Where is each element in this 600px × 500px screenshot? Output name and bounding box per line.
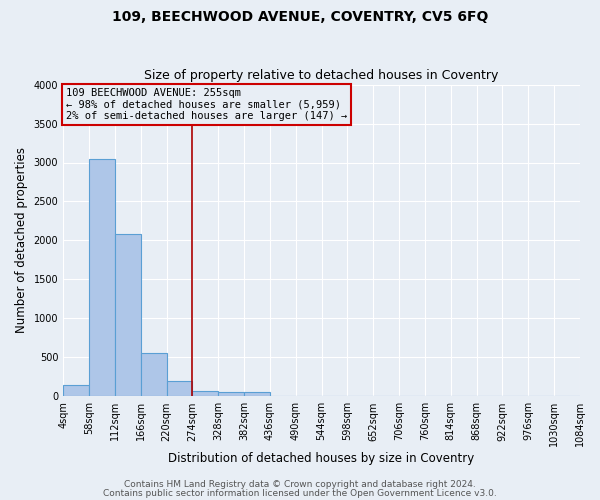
Bar	[63, 384, 89, 396]
Bar	[167, 380, 193, 396]
Text: Contains public sector information licensed under the Open Government Licence v3: Contains public sector information licen…	[103, 488, 497, 498]
Bar	[218, 392, 244, 396]
Bar	[115, 234, 140, 396]
X-axis label: Distribution of detached houses by size in Coventry: Distribution of detached houses by size …	[169, 452, 475, 465]
Text: Contains HM Land Registry data © Crown copyright and database right 2024.: Contains HM Land Registry data © Crown c…	[124, 480, 476, 489]
Bar	[89, 158, 115, 396]
Text: 109, BEECHWOOD AVENUE, COVENTRY, CV5 6FQ: 109, BEECHWOOD AVENUE, COVENTRY, CV5 6FQ	[112, 10, 488, 24]
Text: 109 BEECHWOOD AVENUE: 255sqm
← 98% of detached houses are smaller (5,959)
2% of : 109 BEECHWOOD AVENUE: 255sqm ← 98% of de…	[66, 88, 347, 121]
Bar	[193, 391, 218, 396]
Y-axis label: Number of detached properties: Number of detached properties	[15, 148, 28, 334]
Title: Size of property relative to detached houses in Coventry: Size of property relative to detached ho…	[145, 69, 499, 82]
Bar	[244, 392, 270, 396]
Bar	[140, 354, 167, 397]
